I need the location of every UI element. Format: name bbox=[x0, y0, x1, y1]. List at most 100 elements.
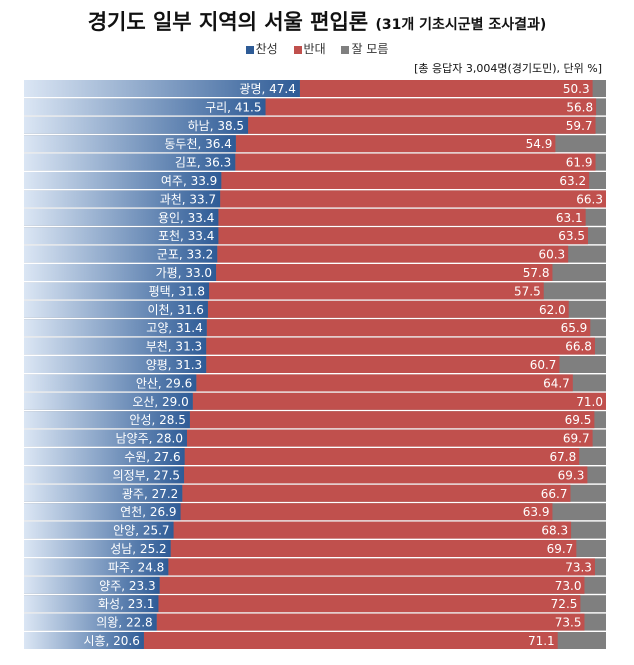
oppose-label: 69.7 bbox=[547, 542, 574, 556]
oppose-label: 59.7 bbox=[566, 119, 593, 133]
oppose-label: 73.5 bbox=[555, 616, 582, 630]
oppose-label: 63.1 bbox=[556, 211, 583, 225]
support-label: 김포, 36.3 bbox=[175, 156, 231, 170]
bar-oppose bbox=[192, 392, 606, 410]
bar-support bbox=[24, 116, 249, 134]
support-label: 이천, 31.6 bbox=[147, 302, 203, 317]
oppose-label: 67.8 bbox=[550, 450, 577, 464]
bar-oppose bbox=[206, 337, 595, 355]
support-label: 안산, 29.6 bbox=[136, 376, 192, 390]
bar-support bbox=[24, 411, 190, 429]
support-label: 성남, 25.2 bbox=[110, 542, 166, 556]
bar-oppose bbox=[218, 208, 586, 226]
bar-oppose bbox=[206, 356, 560, 373]
bar-oppose bbox=[299, 80, 593, 97]
legend-swatch-oppose bbox=[293, 45, 302, 54]
bar-oppose bbox=[180, 503, 553, 521]
oppose-label: 63.5 bbox=[558, 229, 585, 243]
support-label: 양주, 23.3 bbox=[99, 579, 155, 593]
bar-oppose bbox=[170, 540, 577, 557]
legend-label-unknown: 잘 모름 bbox=[351, 42, 389, 56]
support-label: 하남, 38.5 bbox=[188, 119, 244, 133]
bar-oppose bbox=[189, 411, 595, 429]
oppose-label: 71.1 bbox=[528, 634, 555, 648]
bar-oppose bbox=[209, 282, 544, 300]
oppose-label: 66.3 bbox=[576, 192, 603, 206]
support-label: 의왕, 22.8 bbox=[96, 616, 152, 630]
bar-support bbox=[24, 429, 187, 447]
bar-support bbox=[24, 337, 207, 355]
support-label: 연천, 26.9 bbox=[120, 504, 176, 519]
bar-support bbox=[24, 153, 236, 171]
oppose-label: 64.7 bbox=[543, 376, 570, 390]
support-label: 수원, 27.6 bbox=[124, 450, 180, 464]
support-label: 용인, 33.4 bbox=[158, 211, 214, 225]
bar-support bbox=[24, 466, 185, 484]
bar-oppose bbox=[156, 613, 585, 631]
bar-oppose bbox=[173, 521, 572, 539]
bar-support bbox=[24, 80, 300, 97]
bar-support bbox=[24, 558, 169, 576]
bar-support bbox=[24, 208, 219, 226]
bars-group: 광명, 47.4 50.3 구리, 41.5 56.8 하남, 38.5 59.7 동두천,… bbox=[24, 80, 606, 649]
bar-oppose bbox=[184, 466, 588, 484]
bar-oppose bbox=[207, 300, 569, 318]
bar-oppose bbox=[184, 448, 580, 465]
oppose-label: 73.0 bbox=[555, 579, 582, 593]
oppose-label: 63.2 bbox=[559, 174, 586, 188]
bar-support bbox=[24, 172, 222, 189]
bar-oppose bbox=[182, 484, 571, 502]
oppose-label: 69.7 bbox=[563, 432, 590, 446]
support-label: 평택, 31.8 bbox=[149, 284, 205, 298]
oppose-label: 69.5 bbox=[565, 413, 592, 427]
bar-support bbox=[24, 282, 210, 300]
bar-support bbox=[24, 264, 217, 281]
bar-oppose bbox=[158, 595, 581, 613]
bar-support bbox=[24, 484, 183, 502]
legend: 찬성 반대 잘 모름 bbox=[0, 40, 634, 57]
bar-support bbox=[24, 503, 181, 521]
bar-oppose bbox=[196, 374, 573, 392]
support-label: 화성, 23.1 bbox=[98, 597, 154, 611]
bar-support bbox=[24, 245, 218, 263]
support-label: 안양, 25.7 bbox=[113, 524, 169, 538]
chart-title: 경기도 일부 지역의 서울 편입론 (31개 기초시군별 조사결과) bbox=[0, 6, 634, 36]
bar-support bbox=[24, 356, 207, 373]
support-label: 군포, 33.2 bbox=[157, 248, 213, 262]
bar-oppose bbox=[168, 558, 595, 576]
bar-support bbox=[24, 98, 266, 116]
support-label: 부천, 31.3 bbox=[146, 339, 202, 354]
bar-oppose bbox=[265, 98, 597, 116]
oppose-label: 68.3 bbox=[541, 524, 568, 538]
bar-support bbox=[24, 392, 193, 410]
support-label: 남양주, 28.0 bbox=[115, 432, 182, 446]
support-label: 오산, 29.0 bbox=[132, 395, 188, 409]
legend-label-oppose: 반대 bbox=[303, 42, 326, 56]
oppose-label: 66.7 bbox=[541, 487, 568, 501]
support-label: 양평, 31.3 bbox=[146, 358, 202, 372]
oppose-label: 54.9 bbox=[526, 137, 553, 151]
oppose-label: 72.5 bbox=[551, 597, 578, 611]
oppose-label: 66.8 bbox=[565, 340, 592, 354]
oppose-label: 62.0 bbox=[539, 303, 566, 317]
support-label: 의정부, 27.5 bbox=[113, 468, 180, 482]
bar-oppose bbox=[235, 135, 556, 153]
legend-swatch-unknown bbox=[341, 45, 350, 54]
bar-oppose bbox=[217, 245, 569, 263]
bar-support bbox=[24, 135, 236, 153]
bar-support bbox=[24, 632, 144, 649]
chart-subtitle: (31개 기초시군별 조사결과) bbox=[375, 17, 547, 33]
bar-oppose bbox=[220, 190, 606, 208]
bar-support bbox=[24, 595, 159, 613]
bar-support bbox=[24, 300, 208, 318]
bar-oppose bbox=[216, 264, 553, 281]
bar-oppose bbox=[206, 319, 591, 337]
bar-support bbox=[24, 613, 157, 631]
bar-oppose bbox=[159, 576, 585, 594]
legend-item-oppose: 반대 bbox=[293, 40, 326, 57]
legend-label-support: 찬성 bbox=[255, 42, 278, 56]
oppose-label: 60.3 bbox=[538, 248, 565, 262]
oppose-label: 63.9 bbox=[523, 505, 550, 519]
bar-oppose bbox=[143, 632, 558, 649]
support-label: 구리, 41.5 bbox=[205, 100, 261, 114]
